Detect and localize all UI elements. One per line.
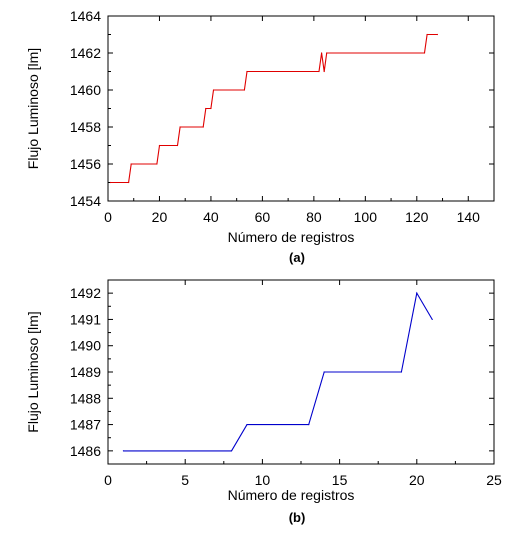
data-point — [230, 450, 233, 452]
panel-label: (b) — [289, 510, 306, 525]
data-point — [130, 163, 132, 165]
data-point — [320, 52, 323, 54]
x-tick-label: 10 — [255, 472, 271, 488]
y-tick-label: 1491 — [70, 311, 101, 327]
x-tick-label: 80 — [306, 209, 322, 225]
data-point — [323, 70, 325, 73]
x-axis-label: Número de registros — [228, 229, 355, 245]
data-point — [205, 107, 207, 110]
data-point — [176, 144, 179, 147]
chart-panel-2: 0 5 10 15 20 25 1486 1487 1488 1489 1490 1491 1492 Nú… — [25, 279, 502, 525]
y-tick-label: 1488 — [70, 390, 101, 406]
x-tick-label: 20 — [409, 472, 425, 488]
data-point — [202, 126, 204, 128]
data-point — [423, 52, 426, 54]
data-point — [436, 33, 438, 36]
data-point — [246, 423, 248, 426]
data-point — [416, 292, 418, 294]
y-tick-label: 1487 — [70, 417, 101, 433]
panel-label: (a) — [289, 250, 305, 265]
x-tick-label: 5 — [181, 472, 189, 488]
y-tick-label: 1490 — [70, 338, 101, 354]
data-point — [122, 450, 125, 452]
plot-frame — [107, 15, 495, 202]
data-point — [323, 371, 325, 373]
data-point — [210, 107, 212, 110]
y-tick-label: 1489 — [70, 364, 101, 380]
data-point — [431, 318, 433, 321]
data-point — [158, 144, 161, 147]
x-tick-label: 20 — [152, 209, 168, 225]
data-point — [156, 163, 158, 165]
plot-frame — [107, 279, 495, 465]
chart-panel-1: 0 20 40 60 80 100 120 140 1454 1456 1458 1460 1462 14… — [25, 8, 495, 265]
data-point — [246, 70, 248, 73]
y-tick-label: 1492 — [70, 285, 101, 301]
x-tick-label: 0 — [104, 209, 112, 225]
y-tick-label: 1464 — [70, 8, 101, 24]
x-tick-label: 40 — [203, 209, 219, 225]
data-point — [400, 371, 402, 373]
y-tick-label: 1456 — [70, 156, 101, 172]
x-tick-label: 140 — [457, 209, 481, 225]
y-tick-label: 1486 — [70, 443, 101, 459]
data-point — [109, 181, 112, 184]
data-point — [212, 89, 215, 91]
x-tick-label: 0 — [104, 472, 112, 488]
x-tick-label: 100 — [354, 209, 378, 225]
x-tick-label: 25 — [486, 472, 502, 488]
y-tick-label: 1460 — [70, 82, 101, 98]
y-axis-label: Flujo Luminoso [lm] — [25, 48, 41, 169]
data-point — [243, 89, 245, 91]
y-tick-label: 1462 — [70, 45, 101, 61]
data-point — [318, 70, 320, 73]
series-line — [110, 33, 438, 184]
y-axis-label: Flujo Luminoso [lm] — [25, 311, 41, 432]
data-point — [308, 423, 310, 426]
x-tick-label: 120 — [405, 209, 429, 225]
data-point — [426, 33, 428, 36]
y-tick-label: 1458 — [70, 119, 101, 135]
data-point — [179, 126, 181, 128]
y-tick-label: 1454 — [70, 193, 101, 209]
series-line — [123, 291, 433, 452]
data-point — [326, 52, 328, 54]
x-tick-label: 60 — [255, 209, 271, 225]
x-tick-label: 15 — [332, 472, 348, 488]
x-axis-label: Número de registros — [228, 487, 355, 503]
data-point — [127, 181, 130, 184]
